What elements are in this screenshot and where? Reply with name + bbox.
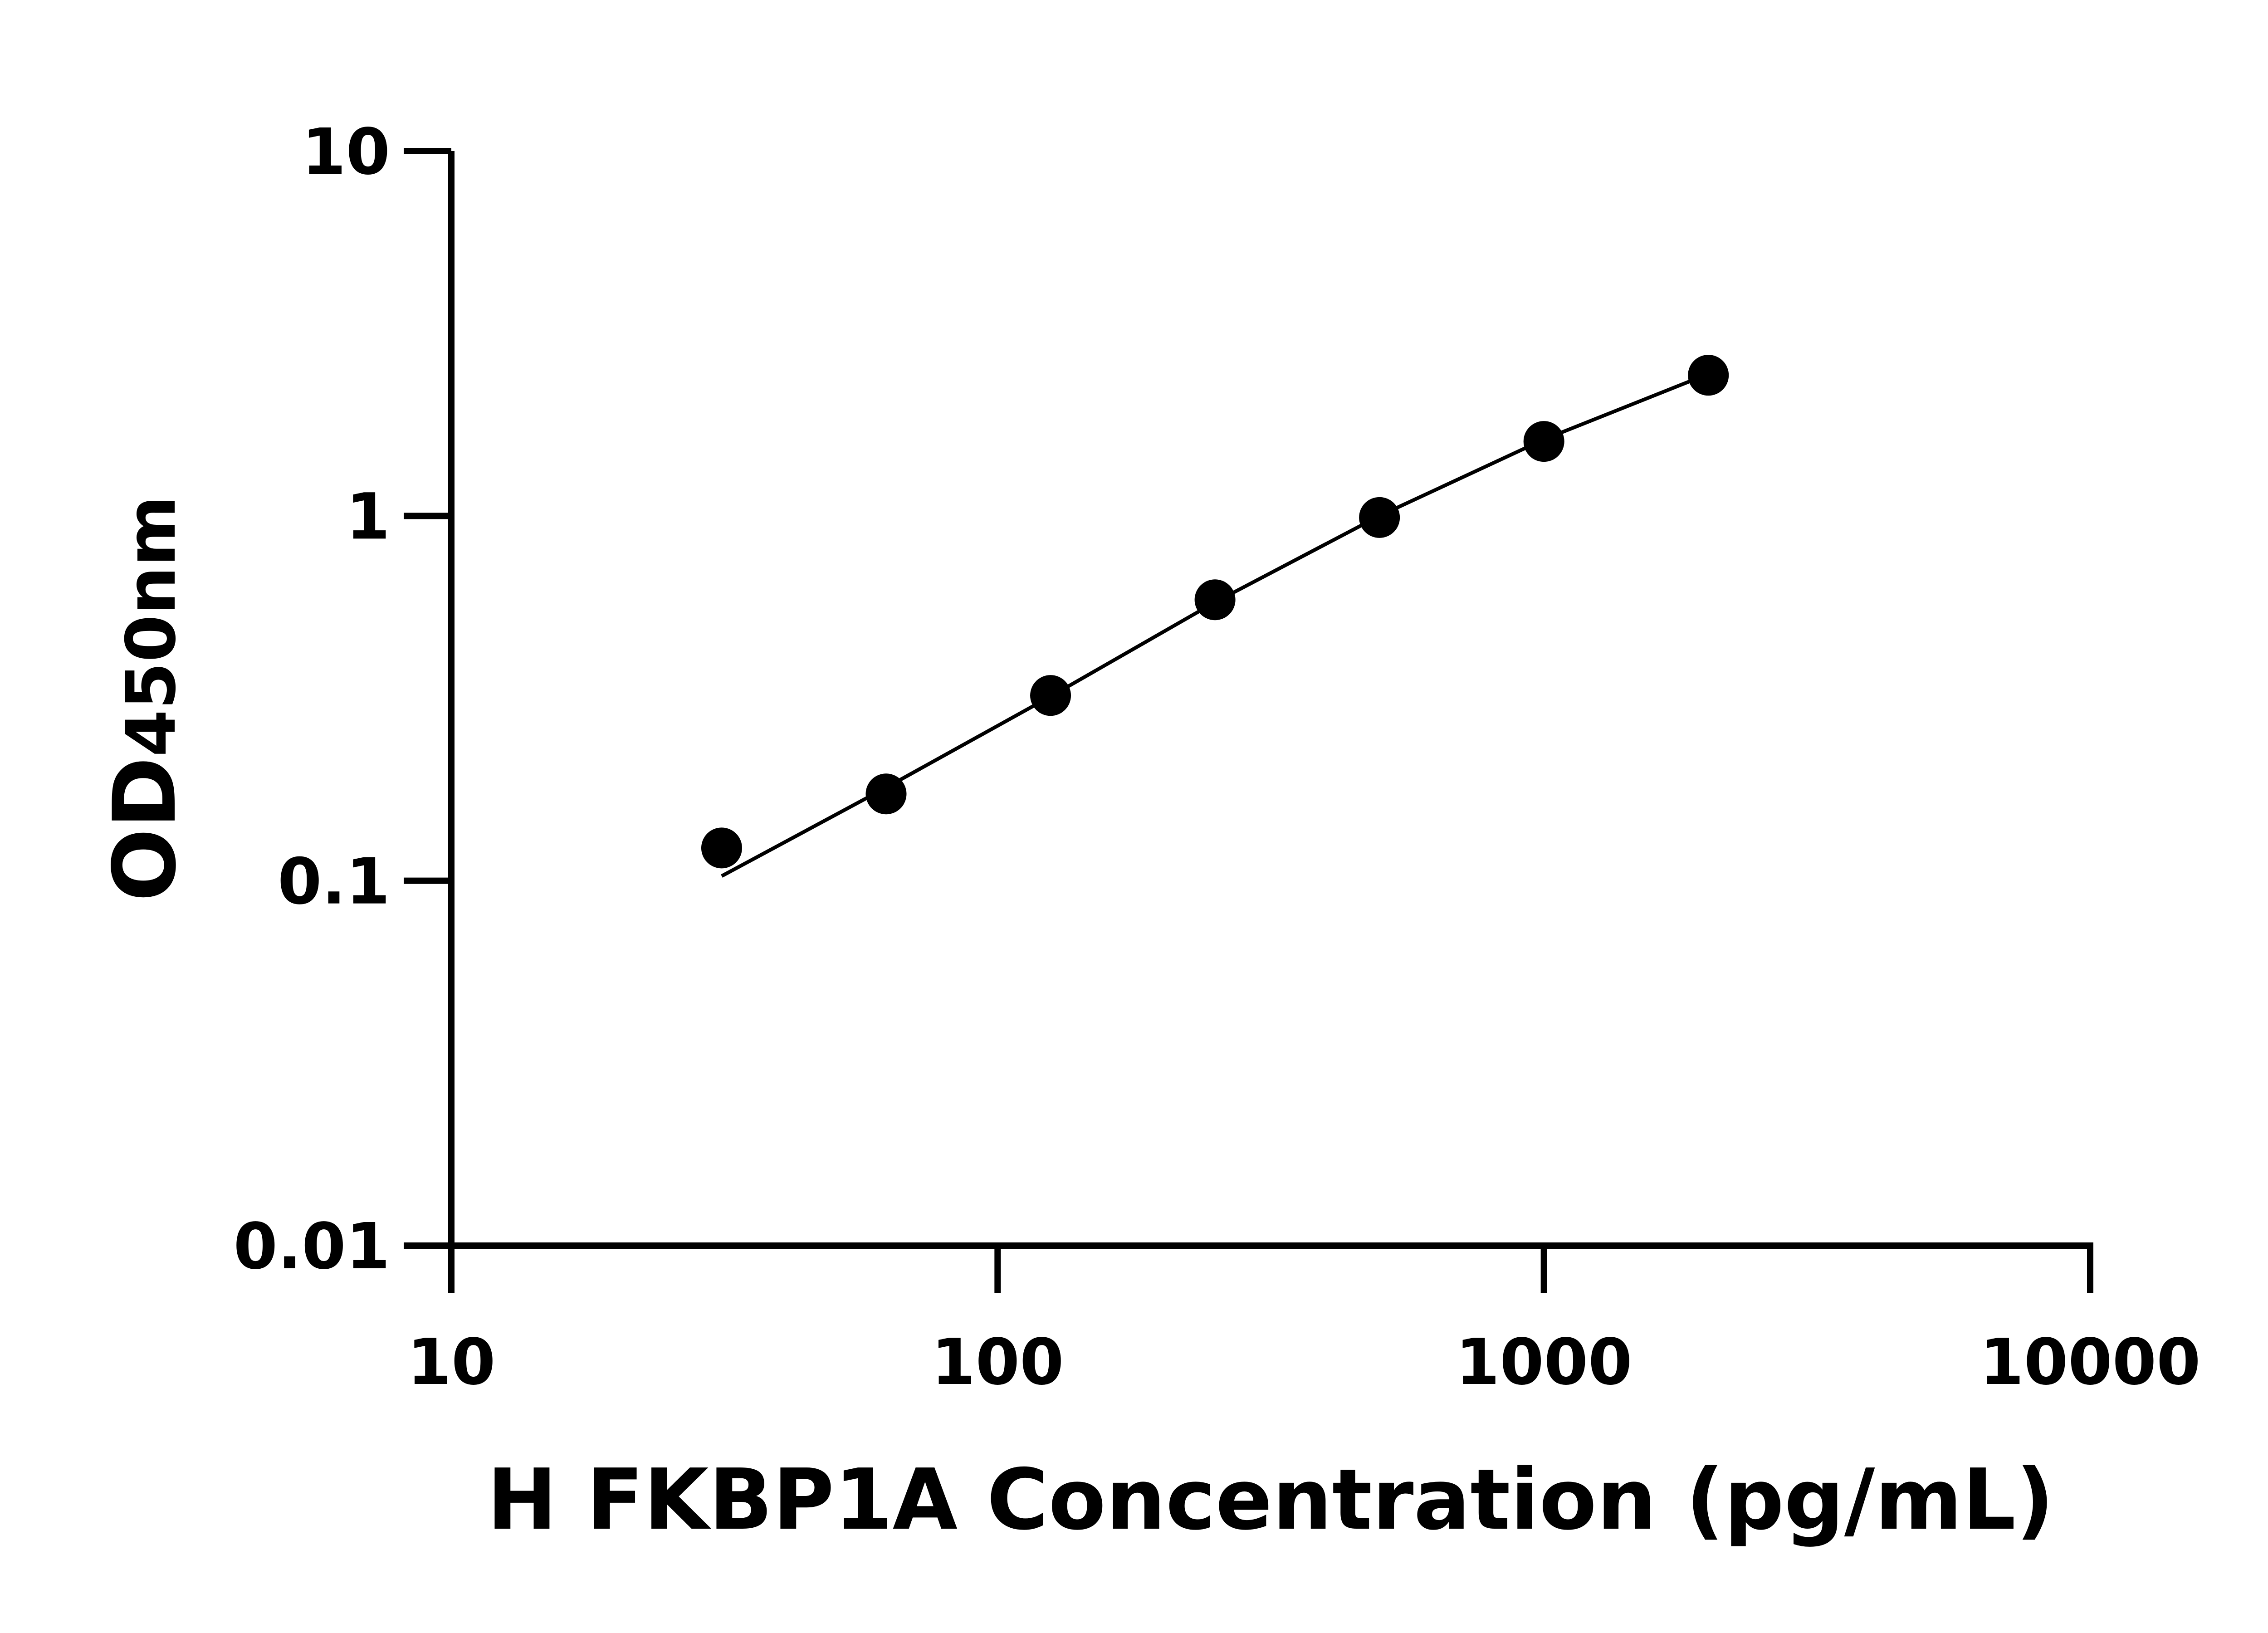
y-axis-label-main: OD xyxy=(95,757,195,901)
x-tick-label: 1000 xyxy=(1456,1325,1633,1399)
y-tick-label: 1 xyxy=(346,480,390,554)
ticks: 10 100 1000 10000 0.01 0.1 1 10 xyxy=(234,115,2201,1399)
x-tick-label: 100 xyxy=(931,1325,1064,1399)
axes xyxy=(448,151,2093,1249)
data-point xyxy=(701,827,742,869)
y-tick-label: 0.01 xyxy=(234,1210,390,1284)
data-point xyxy=(865,773,907,815)
x-tick-label: 10 xyxy=(407,1325,496,1399)
data-point xyxy=(1194,579,1236,621)
data-point xyxy=(1359,497,1400,538)
y-axis-label: OD450nm xyxy=(95,495,195,901)
data-point xyxy=(1030,675,1071,716)
y-axis-label-sub: 450nm xyxy=(112,495,191,757)
marks xyxy=(701,355,1729,878)
data-point xyxy=(1688,355,1729,396)
y-tick-label: 0.1 xyxy=(278,845,390,919)
y-tick-label: 10 xyxy=(302,115,390,189)
x-tick-label: 10000 xyxy=(1980,1325,2200,1399)
data-point xyxy=(1523,421,1564,462)
x-axis-label: H FKBP1A Concentration (pg/mL) xyxy=(487,1451,2054,1549)
